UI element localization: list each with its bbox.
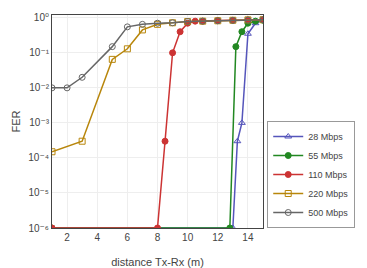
svg-text:55 Mbps: 55 Mbps xyxy=(308,151,343,161)
svg-text:10: 10 xyxy=(182,232,194,243)
svg-text:10⁰: 10⁰ xyxy=(34,12,49,23)
svg-text:FER: FER xyxy=(10,110,22,132)
svg-text:2: 2 xyxy=(64,232,70,243)
svg-text:28 Mbps: 28 Mbps xyxy=(308,132,343,142)
svg-text:14: 14 xyxy=(242,232,254,243)
svg-text:4: 4 xyxy=(94,232,100,243)
svg-text:12: 12 xyxy=(212,232,224,243)
svg-text:8: 8 xyxy=(155,232,161,243)
svg-text:10⁻¹: 10⁻¹ xyxy=(29,47,49,58)
svg-text:10⁻³: 10⁻³ xyxy=(29,117,49,128)
svg-text:10⁻⁶: 10⁻⁶ xyxy=(28,223,49,234)
svg-text:220 Mbps: 220 Mbps xyxy=(308,189,348,199)
svg-text:500 Mbps: 500 Mbps xyxy=(308,208,348,218)
svg-text:distance Tx-Rx (m): distance Tx-Rx (m) xyxy=(111,256,204,268)
svg-text:10⁻²: 10⁻² xyxy=(29,82,49,93)
svg-text:10⁻⁵: 10⁻⁵ xyxy=(28,187,49,198)
svg-text:10⁻⁴: 10⁻⁴ xyxy=(28,152,49,163)
svg-text:6: 6 xyxy=(125,232,131,243)
svg-text:110 Mbps: 110 Mbps xyxy=(308,170,347,180)
